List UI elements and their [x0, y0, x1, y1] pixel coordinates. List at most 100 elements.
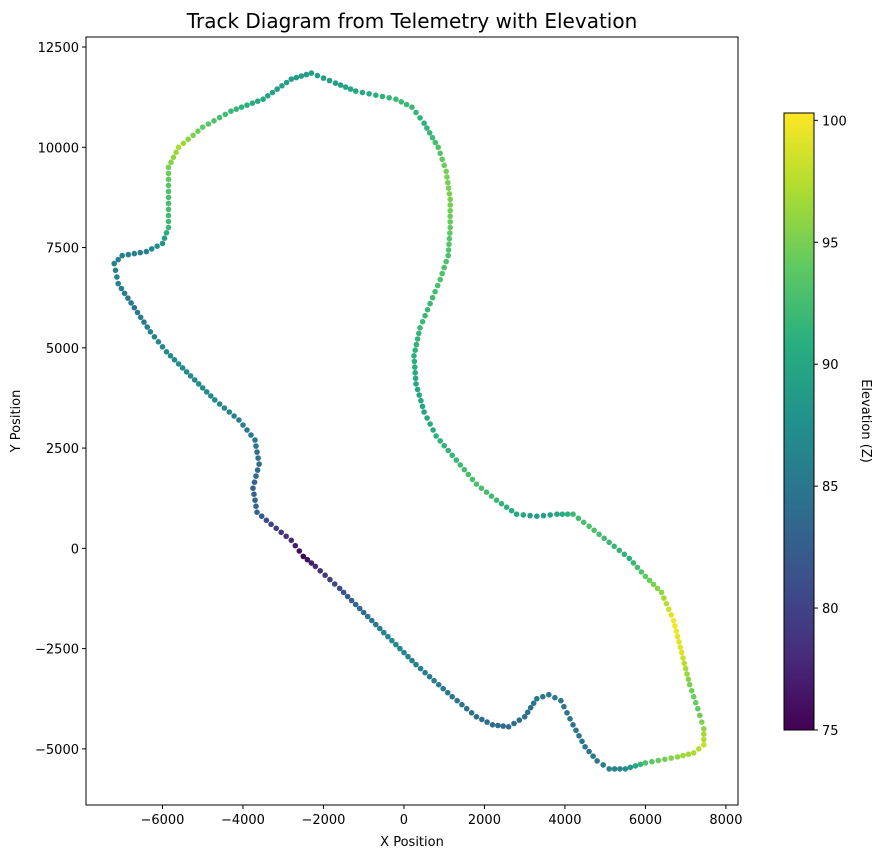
track-point: [621, 551, 628, 558]
track-point: [419, 318, 426, 325]
track-point: [405, 653, 411, 660]
track-point: [461, 466, 468, 473]
track-point: [165, 188, 172, 195]
colorbar-tick-label: 100: [822, 114, 847, 129]
track-point: [352, 88, 359, 94]
track-point: [165, 164, 172, 171]
track-point: [125, 295, 131, 301]
track-point: [692, 699, 699, 706]
track-point: [435, 681, 442, 688]
y-tick-label: 0: [71, 542, 79, 557]
track-point: [445, 179, 451, 186]
track-point: [429, 134, 436, 141]
track-point: [453, 457, 460, 463]
x-tick-label: 2000: [468, 813, 501, 828]
track-point: [251, 479, 258, 486]
track-point: [446, 241, 452, 248]
track-point: [493, 497, 500, 504]
track-point: [441, 162, 448, 169]
track-point: [336, 585, 343, 592]
track-point: [444, 174, 450, 180]
track-point: [427, 300, 433, 307]
track-point: [432, 288, 438, 295]
track-point: [435, 144, 442, 151]
track-point: [137, 249, 144, 256]
track-point: [586, 523, 592, 530]
track-point: [183, 369, 190, 375]
track-point: [312, 563, 319, 570]
track-point: [148, 246, 155, 252]
track-point: [303, 71, 310, 78]
track-point: [484, 719, 490, 725]
track-point: [673, 628, 680, 634]
track-point: [701, 736, 707, 743]
track-point: [268, 521, 274, 528]
track-point: [630, 560, 637, 566]
track-point: [586, 748, 592, 755]
track-point: [632, 763, 639, 769]
track-point: [244, 427, 250, 433]
track-point: [498, 500, 505, 507]
track-point: [654, 585, 661, 592]
track-point: [381, 629, 387, 636]
track-point: [505, 724, 512, 730]
track-point: [175, 361, 182, 367]
track-point: [253, 443, 259, 449]
track-point: [278, 529, 285, 536]
track-point: [508, 507, 515, 514]
track-point: [445, 247, 452, 253]
track-point: [252, 437, 258, 443]
track-point: [674, 633, 681, 640]
track-point: [662, 756, 668, 763]
track-point: [114, 274, 120, 280]
x-tick-label: 0: [400, 813, 408, 828]
track-point: [360, 609, 367, 616]
track-point: [165, 176, 172, 183]
colorbar: [783, 112, 815, 731]
track-point: [251, 491, 257, 498]
track-point: [159, 344, 166, 350]
track-point: [554, 511, 560, 517]
track-point: [534, 513, 540, 519]
track-point: [634, 564, 641, 571]
track-point: [443, 258, 450, 265]
track-point: [534, 695, 540, 702]
track-point: [642, 760, 649, 766]
track-point: [516, 717, 523, 723]
track-point: [131, 250, 138, 257]
track-point: [437, 276, 444, 283]
track-point: [441, 264, 448, 271]
track-point: [650, 581, 657, 588]
track-point: [377, 625, 383, 632]
track-point: [118, 285, 125, 292]
track-point: [570, 511, 576, 517]
y-tick-label: −5000: [35, 743, 79, 758]
track-point: [171, 357, 178, 363]
track-point: [115, 280, 121, 287]
x-tick-label: −6000: [140, 813, 184, 828]
track-point: [393, 641, 399, 648]
track-point: [421, 409, 427, 415]
track-point: [638, 569, 645, 575]
track-point: [567, 716, 573, 722]
track-point: [430, 427, 436, 433]
track-point: [422, 312, 428, 319]
track-point: [283, 79, 290, 86]
track-point: [165, 200, 172, 207]
track-point: [699, 719, 705, 725]
track-point: [443, 168, 450, 175]
track-point: [570, 722, 576, 728]
track-point: [167, 353, 174, 359]
track-point: [540, 512, 547, 519]
track-point: [672, 623, 678, 629]
track-point: [411, 353, 417, 359]
track-point: [439, 270, 446, 277]
y-axis-ticks: −5000 −2500 0 2500 5000 7500 10000 12500: [35, 41, 86, 758]
track-point: [385, 633, 391, 640]
track-point: [413, 381, 419, 387]
colorbar-tick-label: 85: [822, 480, 839, 495]
track-points: [111, 70, 707, 772]
track-point: [454, 697, 460, 704]
x-axis-ticks: −6000 −4000 −2000 0 2000 4000 6000 8000: [140, 805, 742, 828]
track-point: [356, 605, 363, 612]
